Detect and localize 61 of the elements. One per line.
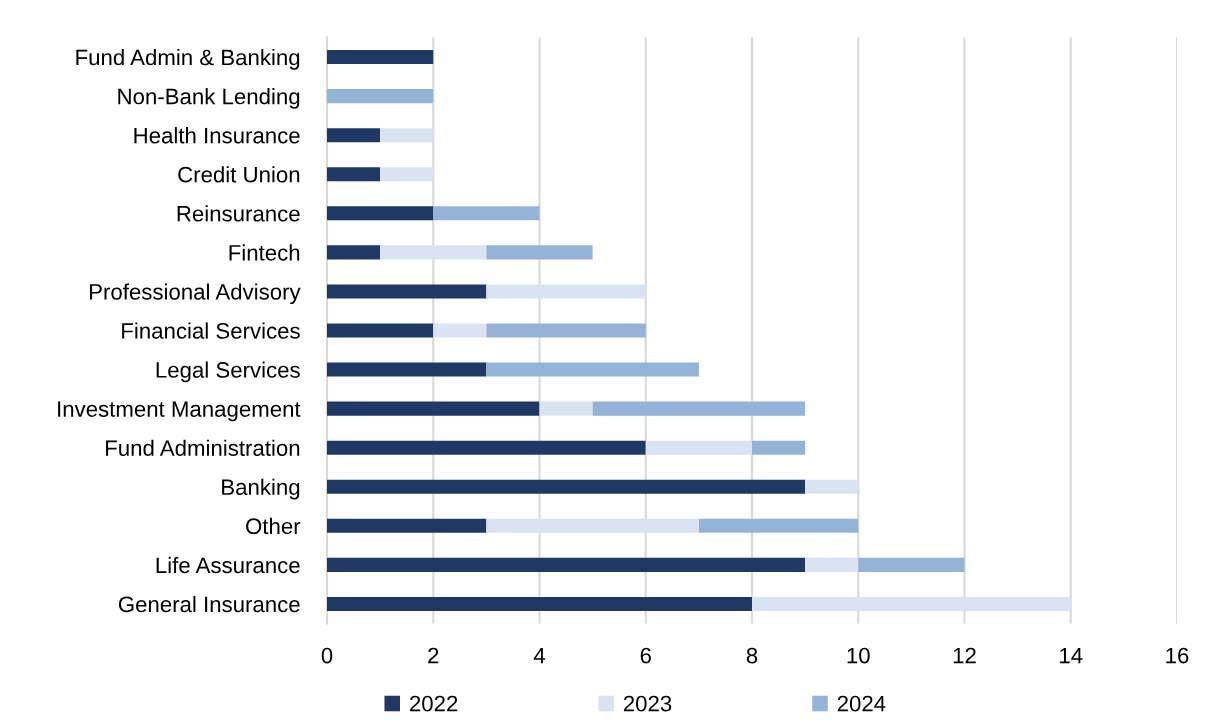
bar <box>380 128 434 143</box>
bar <box>327 479 806 494</box>
bar <box>327 50 434 65</box>
bar <box>486 245 593 260</box>
bar <box>327 284 487 299</box>
bar <box>327 440 646 455</box>
bar <box>486 362 699 377</box>
x-tick-label: 12 <box>953 647 976 664</box>
bar <box>486 323 646 338</box>
y-tick-label: Fund Administration <box>106 439 300 456</box>
bar <box>327 206 434 221</box>
y-tick-label: Credit Union <box>178 166 300 183</box>
legend-label: 2024 <box>837 695 886 712</box>
bar <box>433 323 487 338</box>
x-tick-label: 4 <box>533 647 546 664</box>
bar <box>858 557 965 572</box>
bar <box>327 401 540 416</box>
y-tick-label: Health Insurance <box>134 127 300 144</box>
y-tick-label: Life Assurance <box>156 556 300 574</box>
y-tick-label: Financial Services <box>122 322 300 339</box>
bar <box>380 167 434 182</box>
y-tick-label: Legal Services <box>156 361 300 383</box>
x-tick-label: 8 <box>746 647 758 664</box>
x-tick-label: 10 <box>847 647 870 664</box>
bar <box>592 401 806 416</box>
bar <box>752 596 1071 611</box>
bar <box>327 323 434 338</box>
bar <box>327 167 381 182</box>
legend-label: 2023 <box>623 695 672 712</box>
y-tick-label: General Insurance <box>118 595 300 613</box>
bar <box>327 128 381 143</box>
y-tick-label: Investment Management <box>58 401 301 422</box>
y-tick-label: Other <box>246 517 301 535</box>
x-tick-label: 2 <box>428 647 439 664</box>
bar <box>327 557 806 572</box>
legend-label: 2022 <box>410 695 458 712</box>
x-tick-label: 6 <box>640 647 651 664</box>
y-tick-label: Fund Admin & Banking <box>76 48 300 70</box>
bar <box>805 479 859 494</box>
bar <box>645 440 752 455</box>
y-tick-label: Non-Bank Lending <box>118 88 300 109</box>
bar <box>327 596 752 611</box>
y-tick-label: Banking <box>222 478 300 500</box>
bar <box>380 245 487 260</box>
x-tick-label: 14 <box>1060 647 1083 664</box>
x-tick-label: 16 <box>1166 647 1189 664</box>
y-tick-label: Professional Advisory <box>89 283 301 305</box>
bar <box>698 518 859 533</box>
bar <box>805 557 859 572</box>
bar <box>327 245 381 260</box>
bar <box>486 284 646 299</box>
bar <box>539 401 593 416</box>
bar <box>486 518 699 533</box>
y-tick-label: Reinsurance <box>177 205 300 222</box>
bar <box>327 518 487 533</box>
bar <box>752 440 806 455</box>
bar <box>327 362 487 377</box>
x-tick-label: 0 <box>321 647 333 664</box>
y-tick-label: Fintech <box>229 244 300 261</box>
bar <box>327 89 434 104</box>
bar <box>433 206 540 221</box>
